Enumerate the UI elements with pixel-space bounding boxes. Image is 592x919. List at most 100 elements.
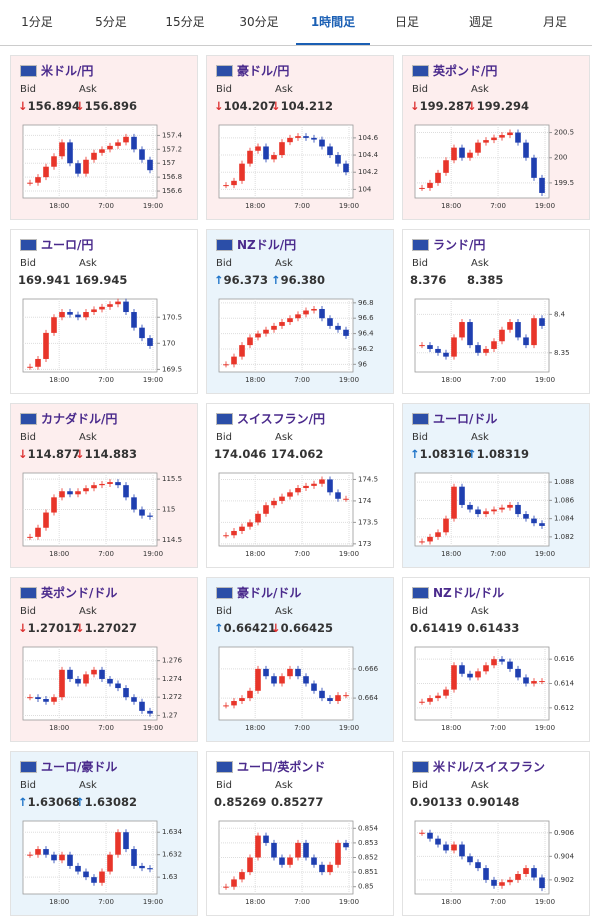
candle [459,147,465,158]
x-tick-label: 18:00 [441,724,461,732]
candle [83,488,89,492]
candle [247,337,253,346]
candle [115,142,121,146]
flag-icon [20,413,37,425]
currency-card[interactable]: ユーロ/豪ドル Bid Ask ↑1.63068 ↑1.63082 18:00 7:00 19… [10,751,198,916]
currency-card[interactable]: ユーロ/ドル Bid Ask ↑1.08316 ↑1.08319 18:00 7:00 19:… [402,403,590,568]
candle [319,479,325,484]
candle [531,868,537,878]
currency-card[interactable]: 米ドル/スイスフラン Bid Ask 0.90133 0.90148 18:00 7:00 1… [402,751,590,916]
candle [139,701,145,711]
currency-card[interactable]: スイスフラン/円 Bid Ask 174.046 174.062 18:00 7:00 19:… [206,403,394,568]
candle [115,832,121,855]
bid-label: Bid [20,780,36,791]
candle [311,137,317,140]
candle [295,842,301,858]
x-tick-label: 19:00 [143,724,163,732]
candle [319,308,325,319]
y-tick-label: 115 [162,506,175,514]
candle [67,312,73,315]
candle [91,485,97,489]
candle [467,856,473,863]
candle [91,877,97,883]
currency-card[interactable]: 英ポンド/円 Bid Ask ↓199.287 ↓199.294 18:00 7:00 19:… [402,55,590,220]
candle [83,674,89,684]
candle [35,177,41,183]
candle [499,659,505,662]
tab[interactable]: 30分足 [239,15,279,29]
candle [483,665,489,672]
pair-title: 英ポンド/円 [433,64,498,78]
currency-card[interactable]: カナダドル/円 Bid Ask ↓114.877 ↓114.883 18:00 7:00 19… [10,403,198,568]
candle [335,842,341,865]
candle [271,325,277,330]
currency-card[interactable]: NZドル/円 Bid Ask ↑96.373 ↑96.380 18:00 7:00 19:00… [206,229,394,394]
candle [147,710,153,714]
y-tick-label: 104.6 [358,134,379,142]
currency-card[interactable]: NZドル/ドル Bid Ask 0.61419 0.61433 18:00 7:00 19:0… [402,577,590,742]
bid-value: ↓114.877 [18,447,81,461]
currency-card[interactable]: ユーロ/円 Bid Ask 169.941 169.945 18:00 7:00 19:00 1… [10,229,198,394]
candle [279,142,285,156]
candle [335,492,341,499]
candle [343,695,349,697]
ask-label: Ask [275,84,293,95]
x-tick-label: 18:00 [49,724,69,732]
currency-card[interactable]: ランド/円 Bid Ask 8.376 8.385 18:00 7:00 19:00 8.35 8… [402,229,590,394]
candle [123,832,129,850]
tab[interactable]: 15分足 [165,15,205,29]
plot-area [22,298,158,373]
tab-bar: 1分足 5分足 15分足 30分足 1時間足 日足 週足 月足 [0,0,592,46]
candle [115,301,121,305]
candle [507,132,513,136]
candle [311,683,317,691]
tab[interactable]: 日足 [394,15,419,29]
currency-card[interactable]: 豪ドル/円 Bid Ask ↓104.207 ↓104.212 18:00 7:00 19:0… [206,55,394,220]
candle [515,132,521,143]
tab[interactable]: 週足 [468,15,493,29]
mini-chart: 18:00 7:00 19:00 96 96.2 96.4 96.6 96.8 [218,298,374,384]
candle [443,689,449,696]
currency-card[interactable]: 豪ドル/ドル Bid Ask ↑0.66421 ↓0.66425 18:00 7:00 19:… [206,577,394,742]
bid-value: ↑0.66421 [214,621,277,635]
candle [131,497,137,510]
candle [99,483,105,486]
x-tick-label: 7:00 [490,550,506,558]
y-tick-label: 1.274 [162,675,183,683]
currency-card[interactable]: 英ポンド/ドル Bid Ask ↓1.27017 ↓1.27027 18:00 7:00 19… [10,577,198,742]
ask-value: ↑1.63082 [75,795,138,809]
candle [27,182,33,184]
candle [295,668,301,677]
candle [499,329,505,342]
currency-card[interactable]: ユーロ/英ポンド Bid Ask 0.85269 0.85277 18:00 7:00 19:… [206,751,394,916]
y-tick-label: 1.084 [554,515,575,523]
candle [263,668,269,677]
candle [27,366,33,368]
candle [271,500,277,506]
y-tick-label: 8.35 [554,349,570,357]
candle [435,532,441,537]
ask-label: Ask [275,258,293,269]
candle [59,491,65,498]
candle [303,842,309,858]
x-tick-label: 7:00 [490,898,506,906]
flag-icon [412,413,429,425]
y-tick-label: 115.5 [162,475,182,483]
tab[interactable]: 1時間足 [296,0,370,45]
x-tick-label: 19:00 [339,202,359,210]
tab[interactable]: 5分足 [95,15,127,29]
candle [239,526,245,531]
currency-card[interactable]: 米ドル/円 Bid Ask ↓156.894 ↓156.896 18:00 7:00 19:0… [10,55,198,220]
pair-title: 豪ドル/円 [237,64,290,78]
ask-value: 169.945 [75,273,128,287]
tab[interactable]: 月足 [542,15,567,29]
candle [239,345,245,357]
bid-label: Bid [20,606,36,617]
candle [223,185,229,187]
candle [343,163,349,173]
x-tick-label: 18:00 [49,550,69,558]
ask-value: ↑96.380 [271,273,326,287]
x-tick-label: 18:00 [245,724,265,732]
candle [427,345,433,349]
tab[interactable]: 1分足 [21,15,53,29]
